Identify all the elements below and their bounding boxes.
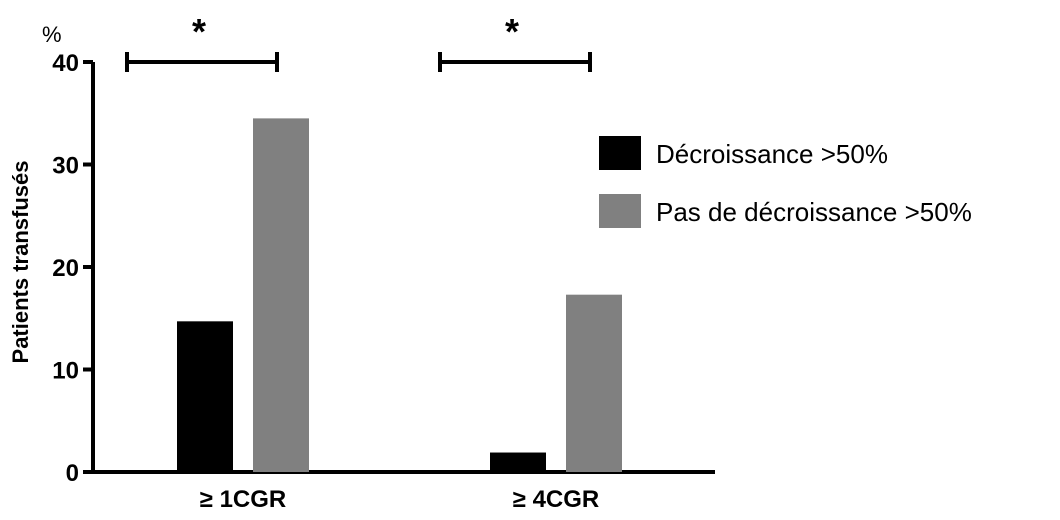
x-category-label: ≥ 1CGR — [200, 486, 287, 513]
y-tick-label: 30 — [52, 153, 79, 180]
legend: Décroissance >50% Pas de décroissance >50… — [599, 136, 972, 228]
significance-markers: * * — [125, 11, 592, 72]
legend-label: Pas de décroissance >50% — [656, 197, 972, 227]
x-category-label: ≥ 4CGR — [513, 486, 600, 513]
y-tick-label: 10 — [52, 358, 79, 385]
y-tick-label: 40 — [52, 50, 79, 77]
bars — [177, 118, 622, 472]
bar — [490, 452, 546, 472]
y-axis-title: Patients transfusés — [8, 161, 33, 364]
bar — [566, 294, 622, 472]
significance-star: * — [192, 11, 206, 52]
significance-star: * — [505, 11, 519, 52]
bar — [253, 118, 309, 472]
y-tick-label: 0 — [66, 460, 79, 487]
bar — [177, 321, 233, 472]
y-tick-label: 20 — [52, 255, 79, 282]
legend-swatch — [599, 194, 641, 228]
y-axis-unit: % — [42, 22, 62, 47]
legend-label: Décroissance >50% — [656, 139, 888, 169]
legend-swatch — [599, 136, 641, 170]
